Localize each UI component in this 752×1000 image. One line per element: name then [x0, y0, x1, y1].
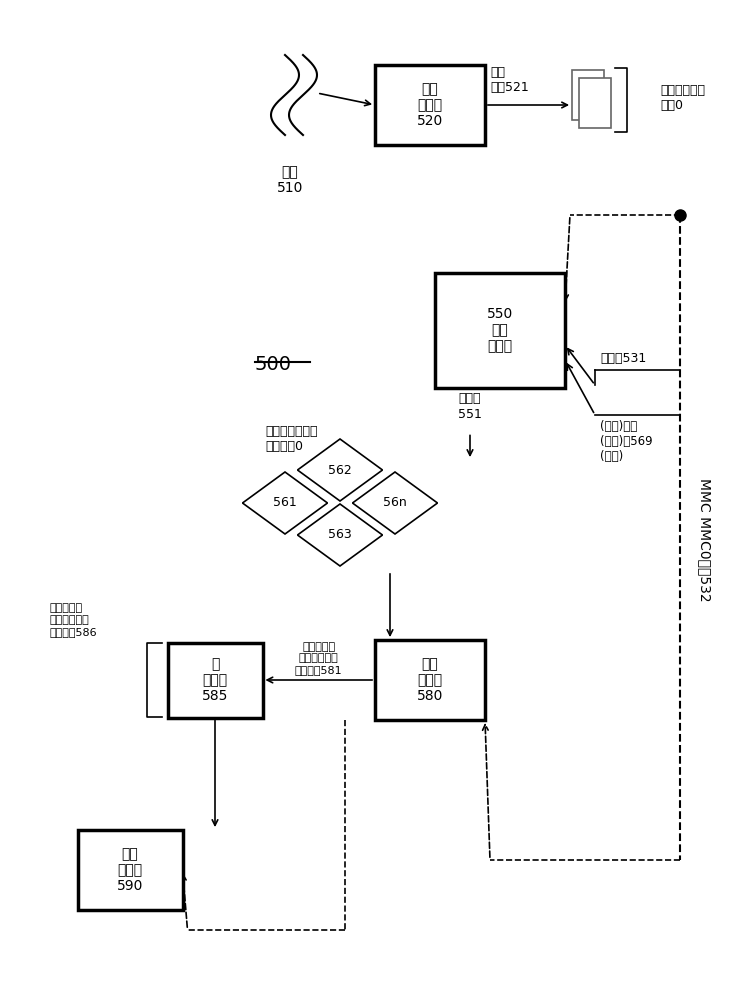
- FancyBboxPatch shape: [375, 640, 485, 720]
- Text: 通道
解码器
520: 通道 解码器 520: [417, 82, 443, 128]
- Text: 解码帧
551: 解码帧 551: [458, 392, 482, 420]
- FancyBboxPatch shape: [572, 70, 604, 120]
- Text: 562: 562: [328, 464, 352, 477]
- Text: 较高分辨率
色度采样格式
的输出帧586: 较高分辨率 色度采样格式 的输出帧586: [50, 603, 98, 637]
- Text: 临时编码数据
区坃0: 临时编码数据 区坃0: [660, 84, 705, 112]
- Text: 563: 563: [328, 528, 352, 542]
- Text: 56n: 56n: [383, 496, 407, 510]
- Text: 输出
目的地
590: 输出 目的地 590: [117, 847, 143, 893]
- Text: 解码帧临时内存
存储区坆0: 解码帧临时内存 存储区坆0: [265, 425, 317, 453]
- Text: 561: 561: [273, 496, 297, 510]
- Text: 编码
数据521: 编码 数据521: [490, 66, 529, 94]
- Polygon shape: [298, 504, 383, 566]
- Polygon shape: [353, 472, 438, 534]
- Polygon shape: [298, 439, 383, 501]
- Text: 通道
510: 通道 510: [277, 165, 303, 195]
- Text: (多个)解码
(参考)帧569
(多个): (多个)解码 (参考)帧569 (多个): [600, 420, 653, 463]
- Text: 帧
解封器
585: 帧 解封器 585: [202, 657, 228, 703]
- Polygon shape: [242, 472, 328, 534]
- Text: MMC MMC0信息532: MMC MMC0信息532: [698, 478, 712, 602]
- FancyBboxPatch shape: [375, 65, 485, 145]
- Text: 输出
定序器
580: 输出 定序器 580: [417, 657, 443, 703]
- FancyBboxPatch shape: [168, 643, 262, 718]
- FancyBboxPatch shape: [435, 272, 565, 387]
- FancyBboxPatch shape: [579, 78, 611, 128]
- Text: 500: 500: [255, 355, 292, 374]
- Text: 较低分辨率
色度采样格式
的输出帧581: 较低分辨率 色度采样格式 的输出帧581: [295, 642, 343, 675]
- Text: 编码帧531: 编码帧531: [600, 352, 646, 365]
- Text: 550
核心
解码器: 550 核心 解码器: [487, 307, 513, 353]
- FancyBboxPatch shape: [77, 830, 183, 910]
